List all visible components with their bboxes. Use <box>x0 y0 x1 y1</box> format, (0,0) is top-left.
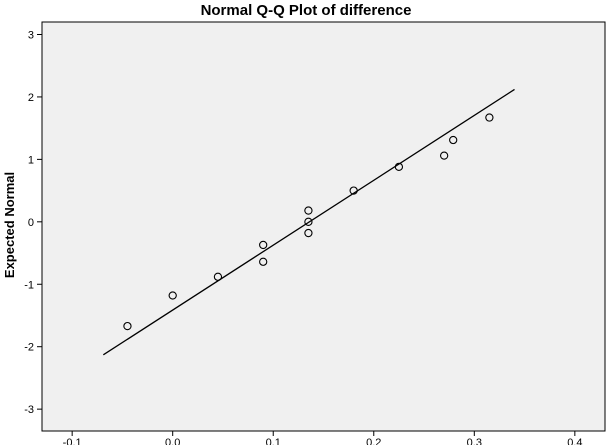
data-point <box>349 186 358 195</box>
data-point <box>259 240 268 250</box>
plot-area <box>41 21 606 432</box>
x-tick-label: -0.1 <box>63 437 82 445</box>
x-tick-label: 0.3 <box>467 437 482 445</box>
data-point <box>394 162 404 172</box>
y-axis-label: Expected Normal <box>2 172 17 278</box>
reference-line <box>102 88 515 356</box>
x-tick-label: 0.4 <box>567 437 582 445</box>
data-point <box>449 135 458 145</box>
data-point <box>168 291 177 300</box>
y-tick-label: 1 <box>28 154 34 166</box>
x-tick-label: 0.2 <box>366 437 381 445</box>
chart-title: Normal Q-Q Plot of difference <box>201 2 412 19</box>
y-tick-label: 3 <box>28 29 34 41</box>
x-tick-label: 0.1 <box>266 437 281 445</box>
y-tick-label: 0 <box>28 217 34 229</box>
data-point <box>485 113 494 122</box>
y-tick-label: -3 <box>24 404 34 416</box>
data-point <box>259 257 268 266</box>
data-point <box>304 206 313 215</box>
data-point <box>304 228 313 238</box>
data-point <box>213 272 223 281</box>
data-point <box>304 217 313 226</box>
y-tick-label: -1 <box>24 279 34 291</box>
data-point <box>439 151 449 160</box>
y-tick-label: 2 <box>28 92 34 104</box>
data-point <box>123 321 132 331</box>
x-tick-label: 0.0 <box>165 437 180 445</box>
y-tick-label: -2 <box>24 342 34 354</box>
